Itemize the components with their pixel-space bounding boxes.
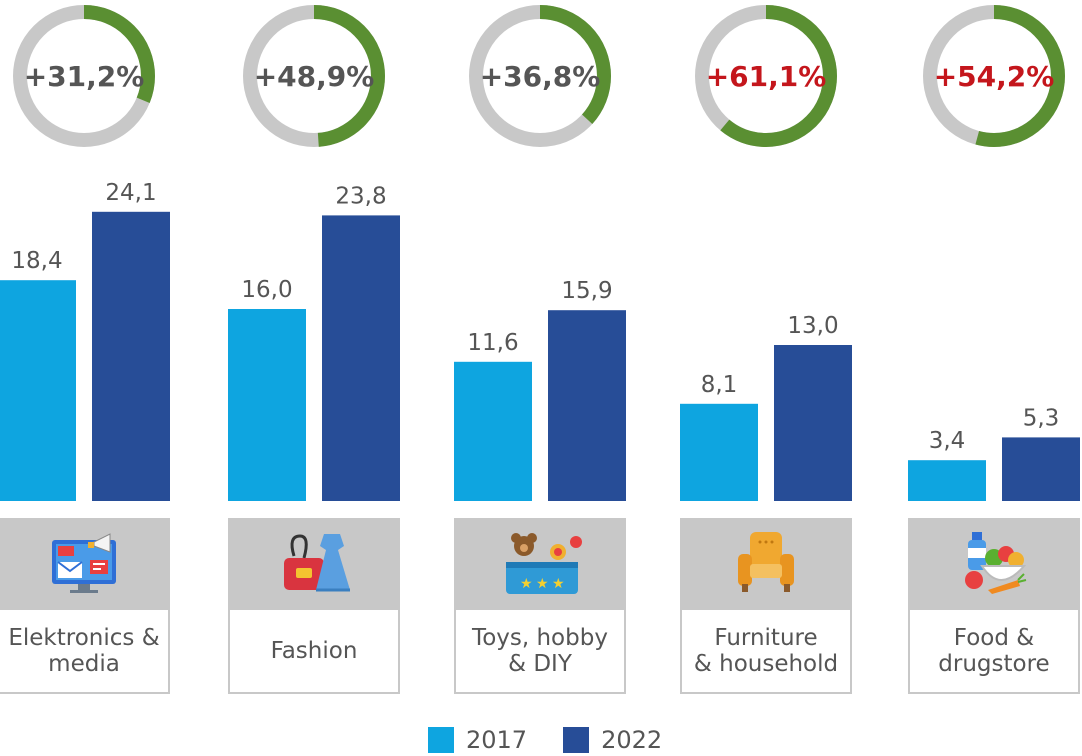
growth-label: +48,9% [254,60,375,93]
growth-label: +36,8% [480,60,601,93]
svg-text:★: ★ [536,576,549,592]
legend-item-2017: 2017 [428,726,527,754]
category-icon-panel [228,518,400,608]
category-icon-panel: ★ ★ ★ [454,518,626,608]
fashion-icon [284,534,350,592]
svg-text:★: ★ [552,576,565,592]
growth-ring-fill [469,5,611,147]
bar-value-label-2017: 16,0 [241,277,292,303]
bar-value-label-2017: 18,4 [11,248,62,274]
category-icon-panel [680,518,852,608]
toys-icon: ★ ★ ★ [506,533,582,594]
legend-item-2022: 2022 [563,726,662,754]
bar-value-label-2017: 11,6 [467,330,518,356]
bar-2017 [680,403,758,501]
category-label: Toys, hobby & DIY [454,608,626,694]
bar-2017 [228,309,306,501]
bar-2022 [774,345,852,501]
legend-swatch-2022 [563,727,590,753]
groceries-icon [965,532,1027,594]
bar-value-label-2022: 23,8 [335,183,386,209]
bar-value-label-2022: 15,9 [561,278,612,304]
bar-2022 [548,310,626,501]
bar-value-label-2022: 5,3 [1023,405,1060,431]
growth-ring: +48,9% [243,5,385,147]
bar-2022 [322,215,400,501]
legend-label-2017: 2017 [466,726,528,754]
growth-label: +61,1% [706,60,827,93]
category-label: Fashion [228,608,400,694]
bar-value-label-2022: 13,0 [787,313,838,339]
category-label: Elektronics & media [0,608,170,694]
growth-ring-fill [243,5,385,147]
growth-label: +54,2% [934,60,1055,93]
growth-ring-fill [923,5,1065,147]
bar-value-label-2017: 8,1 [701,372,738,398]
growth-ring: +31,2% [13,5,155,147]
growth-ring-fill [695,5,837,147]
bar-2017 [454,361,532,501]
category-icon-panel [0,518,170,608]
bar-2022 [92,211,170,502]
growth-ring: +61,1% [695,5,837,147]
growth-label: +31,2% [24,60,145,93]
svg-text:★: ★ [520,576,533,592]
growth-ring-fill [13,5,155,147]
growth-ring: +54,2% [923,5,1065,147]
bar-2017 [908,460,986,501]
growth-ring: +36,8% [469,5,611,147]
bar-2017 [0,280,76,501]
category-label: Furniture & household [680,608,852,694]
bar-value-label-2017: 3,4 [929,428,966,454]
legend-label-2022: 2022 [601,726,663,754]
bar-2022 [1002,437,1080,501]
legend-swatch-2017 [428,727,454,753]
legend: 2017 2022 [428,724,684,756]
category-icon-panel [908,518,1080,608]
bar-value-label-2022: 24,1 [105,180,156,206]
armchair-icon [738,532,794,592]
electronics-media-icon [52,533,116,593]
category-label: Food & drugstore [908,608,1080,694]
